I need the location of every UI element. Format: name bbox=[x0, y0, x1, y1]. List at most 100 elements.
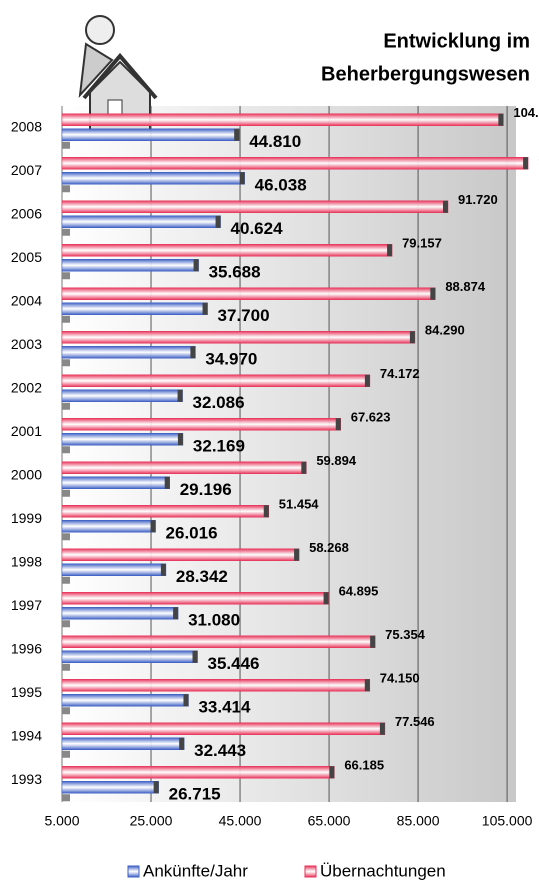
blue-value-label: 28.342 bbox=[176, 567, 228, 586]
bar bbox=[61, 302, 208, 315]
bar bbox=[61, 113, 504, 126]
bar bbox=[61, 374, 371, 387]
bar bbox=[61, 476, 170, 489]
bar-end bbox=[239, 172, 245, 185]
bar bbox=[61, 505, 270, 518]
blue-value-label: 32.443 bbox=[194, 741, 246, 760]
bar-end bbox=[335, 418, 341, 431]
y-tick-label: 2008 bbox=[11, 118, 42, 134]
x-tick-label: 45.000 bbox=[219, 813, 262, 829]
bar bbox=[61, 200, 449, 213]
red-value-label: 104.159 bbox=[513, 105, 539, 120]
blue-value-label: 26.016 bbox=[166, 524, 218, 543]
red-value-label: 59.894 bbox=[316, 453, 357, 468]
legend-swatch bbox=[127, 865, 140, 878]
bar-end bbox=[190, 346, 196, 359]
y-tick-label: 2002 bbox=[11, 379, 42, 395]
red-value-label: 74.172 bbox=[380, 366, 420, 381]
bar bbox=[61, 607, 179, 620]
bar-end bbox=[294, 548, 300, 561]
blue-value-label: 26.715 bbox=[169, 785, 221, 804]
bar bbox=[61, 737, 185, 750]
bar-end bbox=[177, 433, 183, 446]
bar-shadow bbox=[62, 620, 70, 628]
x-tick-label: 105.000 bbox=[482, 813, 533, 829]
y-tick-label: 2006 bbox=[11, 205, 42, 221]
y-tick-label: 2003 bbox=[11, 336, 42, 352]
clipart bbox=[78, 15, 158, 131]
bar bbox=[61, 287, 436, 300]
bar bbox=[61, 679, 371, 692]
y-tick-label: 1997 bbox=[11, 597, 42, 613]
blue-value-label: 32.086 bbox=[193, 393, 245, 412]
bar-end bbox=[153, 781, 159, 794]
bar-end bbox=[150, 520, 156, 533]
red-value-label: 66.185 bbox=[344, 758, 384, 773]
x-tick-label: 5.000 bbox=[44, 813, 79, 829]
bar-end bbox=[430, 287, 436, 300]
bar-end bbox=[523, 157, 529, 170]
red-value-label: 51.454 bbox=[279, 497, 320, 512]
bar-shadow bbox=[62, 402, 70, 410]
bar bbox=[61, 128, 240, 141]
y-tick-label: 2004 bbox=[11, 292, 42, 308]
chart-title: Entwicklung im bbox=[383, 30, 530, 52]
y-tick-label: 2005 bbox=[11, 249, 42, 265]
red-value-label: 88.874 bbox=[445, 279, 486, 294]
red-value-label: 79.157 bbox=[402, 236, 442, 251]
blue-value-label: 35.446 bbox=[208, 654, 260, 673]
y-tick-label: 2000 bbox=[11, 466, 42, 482]
y-tick-label: 2001 bbox=[11, 423, 42, 439]
y-tick-label: 1995 bbox=[11, 684, 42, 700]
blue-value-label: 44.810 bbox=[249, 132, 301, 151]
bar-shadow bbox=[62, 707, 70, 715]
bar-shadow bbox=[62, 272, 70, 280]
bar-end bbox=[370, 635, 376, 648]
bar bbox=[61, 766, 335, 779]
bar bbox=[61, 694, 189, 707]
bar-end bbox=[409, 331, 415, 344]
blue-value-label: 33.414 bbox=[198, 698, 251, 717]
bar-end bbox=[379, 722, 385, 735]
bar-shadow bbox=[62, 533, 70, 541]
blue-value-label: 40.624 bbox=[231, 219, 284, 238]
bar-shadow bbox=[62, 794, 70, 802]
bar bbox=[61, 722, 386, 735]
bar-end bbox=[387, 244, 393, 257]
bar-end bbox=[364, 679, 370, 692]
blue-value-label: 34.970 bbox=[205, 350, 257, 369]
bar-shadow bbox=[62, 185, 70, 193]
bar-end bbox=[442, 200, 448, 213]
x-tick-label: 65.000 bbox=[308, 813, 351, 829]
bar-end bbox=[193, 259, 199, 272]
bar-end bbox=[183, 694, 189, 707]
bar-end bbox=[173, 607, 179, 620]
blue-value-label: 32.169 bbox=[193, 437, 245, 456]
bar bbox=[61, 157, 529, 170]
bar bbox=[61, 548, 300, 561]
bar-end bbox=[263, 505, 269, 518]
bar bbox=[61, 389, 183, 402]
bar bbox=[61, 563, 167, 576]
bar-end bbox=[301, 461, 307, 474]
bar bbox=[61, 635, 376, 648]
bar-end bbox=[215, 215, 221, 228]
legend-swatch bbox=[304, 865, 317, 878]
bar bbox=[61, 244, 393, 257]
bar bbox=[61, 331, 416, 344]
bar-shadow bbox=[62, 489, 70, 497]
y-tick-label: 1996 bbox=[11, 640, 42, 656]
bar-end bbox=[329, 766, 335, 779]
bar-end bbox=[364, 374, 370, 387]
red-value-label: 67.623 bbox=[351, 410, 391, 425]
bar bbox=[61, 650, 198, 663]
red-value-label: 64.895 bbox=[339, 584, 379, 599]
x-tick-label: 25.000 bbox=[130, 813, 173, 829]
bar-end bbox=[164, 476, 170, 489]
bar bbox=[61, 215, 221, 228]
bar-shadow bbox=[62, 359, 70, 367]
bar-end bbox=[192, 650, 198, 663]
bar bbox=[61, 781, 159, 794]
y-tick-label: 1993 bbox=[11, 771, 42, 787]
